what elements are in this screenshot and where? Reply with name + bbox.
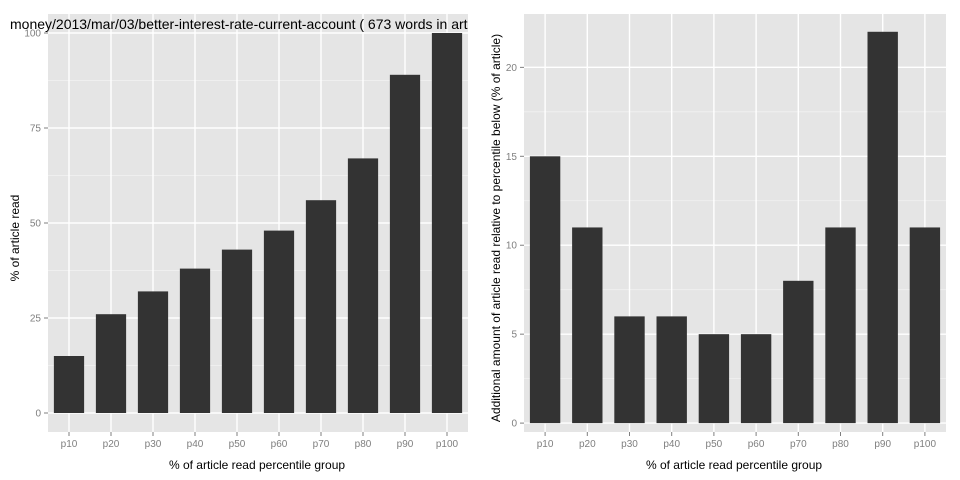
bar-p50 bbox=[698, 334, 730, 424]
x-tick-label: p100 bbox=[436, 439, 459, 450]
bar-p100 bbox=[909, 227, 941, 424]
y-tick-label: 20 bbox=[506, 63, 518, 74]
y-tick-label: 0 bbox=[511, 419, 517, 430]
x-tick-label: p80 bbox=[355, 439, 372, 450]
x-tick-label: p70 bbox=[790, 439, 807, 450]
bar-p10 bbox=[529, 156, 561, 424]
bar-p30 bbox=[614, 316, 645, 424]
x-tick-label: p50 bbox=[229, 439, 246, 450]
y-tick-label: 50 bbox=[30, 219, 42, 230]
x-axis-label: % of article read percentile group bbox=[646, 458, 822, 472]
x-tick-label: p50 bbox=[706, 439, 723, 450]
bar-p30 bbox=[137, 291, 169, 413]
y-axis-label: % of article read bbox=[8, 195, 22, 282]
x-tick-label: p10 bbox=[61, 439, 78, 450]
x-tick-label: p70 bbox=[313, 439, 330, 450]
y-axis-label: Additional amount of article read relati… bbox=[489, 34, 503, 422]
x-tick-label: p10 bbox=[537, 439, 554, 450]
x-tick-label: p90 bbox=[874, 439, 891, 450]
y-tick-label: 10 bbox=[506, 241, 518, 252]
bar-p10 bbox=[53, 356, 85, 413]
x-tick-label: p30 bbox=[145, 439, 162, 450]
bar-p70 bbox=[305, 200, 337, 413]
bar-p70 bbox=[783, 280, 814, 424]
chart-title: money/2013/mar/03/better-interest-rate-c… bbox=[10, 16, 468, 32]
bar-p50 bbox=[221, 249, 253, 413]
bar-p40 bbox=[656, 316, 687, 424]
y-tick-label: 100 bbox=[24, 29, 41, 40]
bar-p80 bbox=[825, 227, 856, 424]
x-tick-label: p80 bbox=[832, 439, 849, 450]
x-axis-label: % of article read percentile group bbox=[169, 458, 345, 472]
right-chart: 0 5 10 15 20 p10 p20 p30 p40 p50 p60 p70 p80 p90 p100%… bbox=[489, 14, 946, 472]
y-tick-label: 15 bbox=[506, 152, 518, 163]
bar-p60 bbox=[740, 334, 772, 424]
bar-p40 bbox=[179, 268, 211, 413]
bar-p20 bbox=[95, 314, 127, 413]
left-chart: 0 25 50 75 100 p10 p20 p30 p40 p50 p60 p70 p80 p90 p10… bbox=[8, 14, 468, 472]
x-tick-label: p60 bbox=[271, 439, 288, 450]
x-tick-label: p40 bbox=[187, 439, 204, 450]
x-tick-label: p30 bbox=[621, 439, 638, 450]
y-tick-label: 5 bbox=[511, 330, 517, 341]
y-tick-label: 25 bbox=[30, 314, 42, 325]
x-tick-label: p40 bbox=[663, 439, 680, 450]
bar-p90 bbox=[867, 31, 898, 424]
bar-p60 bbox=[263, 230, 295, 413]
bar-p90 bbox=[389, 74, 421, 414]
x-tick-label: p60 bbox=[748, 439, 765, 450]
bar-p80 bbox=[347, 158, 379, 413]
x-tick-label: p20 bbox=[579, 439, 596, 450]
y-tick-label: 0 bbox=[35, 409, 41, 420]
x-tick-label: p90 bbox=[397, 439, 414, 450]
bar-p100 bbox=[431, 33, 463, 413]
y-tick-label: 75 bbox=[30, 124, 42, 135]
x-tick-label: p20 bbox=[103, 439, 120, 450]
x-tick-label: p100 bbox=[914, 439, 937, 450]
bar-p20 bbox=[572, 227, 603, 424]
